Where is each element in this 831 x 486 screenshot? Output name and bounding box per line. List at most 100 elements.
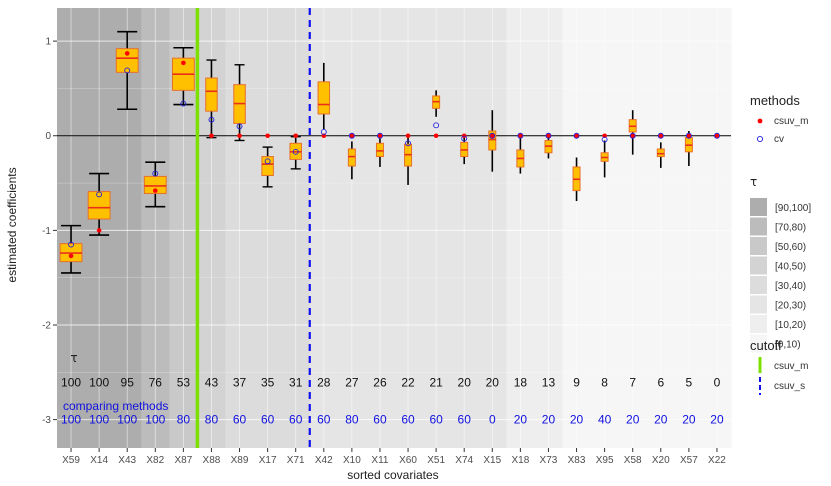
tau-value-X17: 35	[261, 375, 275, 389]
boxplot-X10	[347, 141, 356, 180]
box-X17	[261, 156, 274, 176]
tau-value-X89: 37	[233, 375, 247, 389]
csuv-m-point-X87	[181, 60, 186, 66]
x-tick-label-X20: X20	[652, 455, 670, 466]
legend-tau-title: τ	[750, 175, 757, 189]
x-tick-label-X17: X17	[259, 455, 277, 466]
csuv-m-point-X15	[489, 133, 495, 139]
tau-value-X74: 20	[458, 375, 472, 389]
x-tick-label-X57: X57	[680, 455, 698, 466]
x-axis-title: sorted covariates	[347, 468, 438, 482]
tau-row-label: τ	[70, 351, 77, 365]
csuv-m-point-X58	[630, 133, 636, 139]
legend-csuv-s-cutoff-label: csuv_s	[774, 381, 805, 392]
comparing-value-X59: 100	[61, 412, 81, 426]
tau-value-X14: 100	[89, 375, 109, 389]
cv-point-X71	[292, 148, 299, 155]
legend-tau-swatch	[750, 276, 767, 294]
legend-methods-title: methods	[750, 93, 800, 108]
box-X42	[317, 81, 331, 115]
y-tick-label: -2	[42, 320, 51, 331]
x-tick-label-X14: X14	[90, 455, 108, 466]
cv-point-X15	[489, 132, 496, 139]
box-X15	[488, 130, 497, 151]
x-tick-label-X73: X73	[540, 455, 558, 466]
boxplot-X74	[460, 135, 469, 165]
cv-point-X73	[545, 132, 552, 139]
x-tick-label-X87: X87	[174, 455, 192, 466]
box-X11	[375, 142, 384, 158]
comparing-value-X43: 100	[117, 412, 137, 426]
box-X10	[347, 148, 356, 167]
tau-value-X43: 95	[121, 375, 135, 389]
grid-lines	[57, 8, 731, 448]
cutoff-lines	[195, 8, 311, 448]
x-tick-label-X82: X82	[146, 455, 164, 466]
cv-point-X95	[601, 136, 608, 143]
x-tick-label-X95: X95	[596, 455, 614, 466]
tau-value-X87: 53	[177, 375, 191, 389]
legend-tau-label: [30,40)	[775, 281, 806, 292]
legend: methods csuv_m cv τ [90,100] [70,80) [50,6…	[750, 93, 811, 395]
cv-point-X83	[573, 132, 580, 139]
legend-csuv-m-marker	[757, 118, 763, 124]
csuv-m-point-X17	[265, 133, 270, 139]
csuv-m-point-X14	[96, 228, 102, 233]
y-axis-title: estimated coefficients	[5, 167, 19, 282]
csuv-m-point-X89	[237, 133, 242, 139]
boxplot-X20	[656, 142, 665, 168]
tau-value-X82: 76	[149, 375, 163, 389]
tau-value-X10: 27	[345, 375, 359, 389]
csuv-m-point-X71	[293, 133, 299, 139]
legend-tau-swatch	[750, 315, 767, 333]
x-tick-label-X88: X88	[203, 455, 221, 466]
cv-point-X10	[348, 132, 355, 139]
x-tick-label-X71: X71	[287, 455, 305, 466]
boxplot-X83	[572, 157, 581, 202]
boxplot-X58	[628, 110, 637, 155]
y-tick-label: 1	[45, 37, 51, 48]
legend-tau-swatch	[750, 256, 767, 275]
comparing-value-X10: 80	[345, 412, 359, 426]
csuv-m-point-X57	[686, 133, 692, 139]
x-tick-label-X51: X51	[427, 455, 445, 466]
box-X20	[656, 148, 665, 158]
cv-point-X58	[629, 132, 636, 139]
csuv-m-point-X82	[152, 188, 158, 193]
cv-point-X43	[124, 67, 131, 74]
tau-value-X59: 100	[61, 375, 81, 389]
cv-point-X20	[657, 132, 664, 139]
cv-point-X51	[433, 122, 440, 129]
boxplot-X89	[233, 64, 246, 142]
x-tick-label-X60: X60	[399, 455, 417, 466]
comparing-value-X57: 20	[682, 412, 696, 426]
tau-value-X15: 20	[486, 375, 500, 389]
legend-cutoff-title: cutoff	[750, 338, 782, 353]
cv-point-X59	[68, 241, 74, 248]
comparing-value-X71: 60	[289, 412, 303, 426]
x-tick-label-X11: X11	[371, 455, 388, 466]
cv-point-X60	[405, 140, 411, 147]
cv-point-X89	[236, 123, 243, 130]
comparing-value-X89: 60	[233, 412, 247, 426]
method-points	[68, 51, 720, 259]
csuv-m-point-X10	[349, 133, 355, 139]
legend-cv-label: cv	[774, 134, 784, 145]
cv-point-X74	[461, 135, 468, 142]
csuv-m-point-X20	[658, 133, 664, 139]
tau-value-X71: 31	[289, 375, 303, 389]
tau-value-X95: 8	[601, 375, 608, 389]
tau-value-X88: 43	[205, 375, 219, 389]
tau-value-X20: 6	[657, 375, 664, 389]
csuv-m-point-X11	[377, 133, 383, 139]
x-tick-label-X18: X18	[511, 455, 529, 466]
boxplot-X73	[544, 134, 553, 159]
boxplot-X71	[289, 135, 302, 170]
cv-point-X87	[180, 100, 187, 107]
comparing-value-X15: 0	[489, 412, 496, 426]
legend-tau-swatch	[750, 237, 767, 255]
comparing-value-X22: 20	[710, 412, 724, 426]
legend-tau-label: [50,60)	[775, 242, 806, 253]
csuv-m-point-X60	[405, 133, 411, 139]
